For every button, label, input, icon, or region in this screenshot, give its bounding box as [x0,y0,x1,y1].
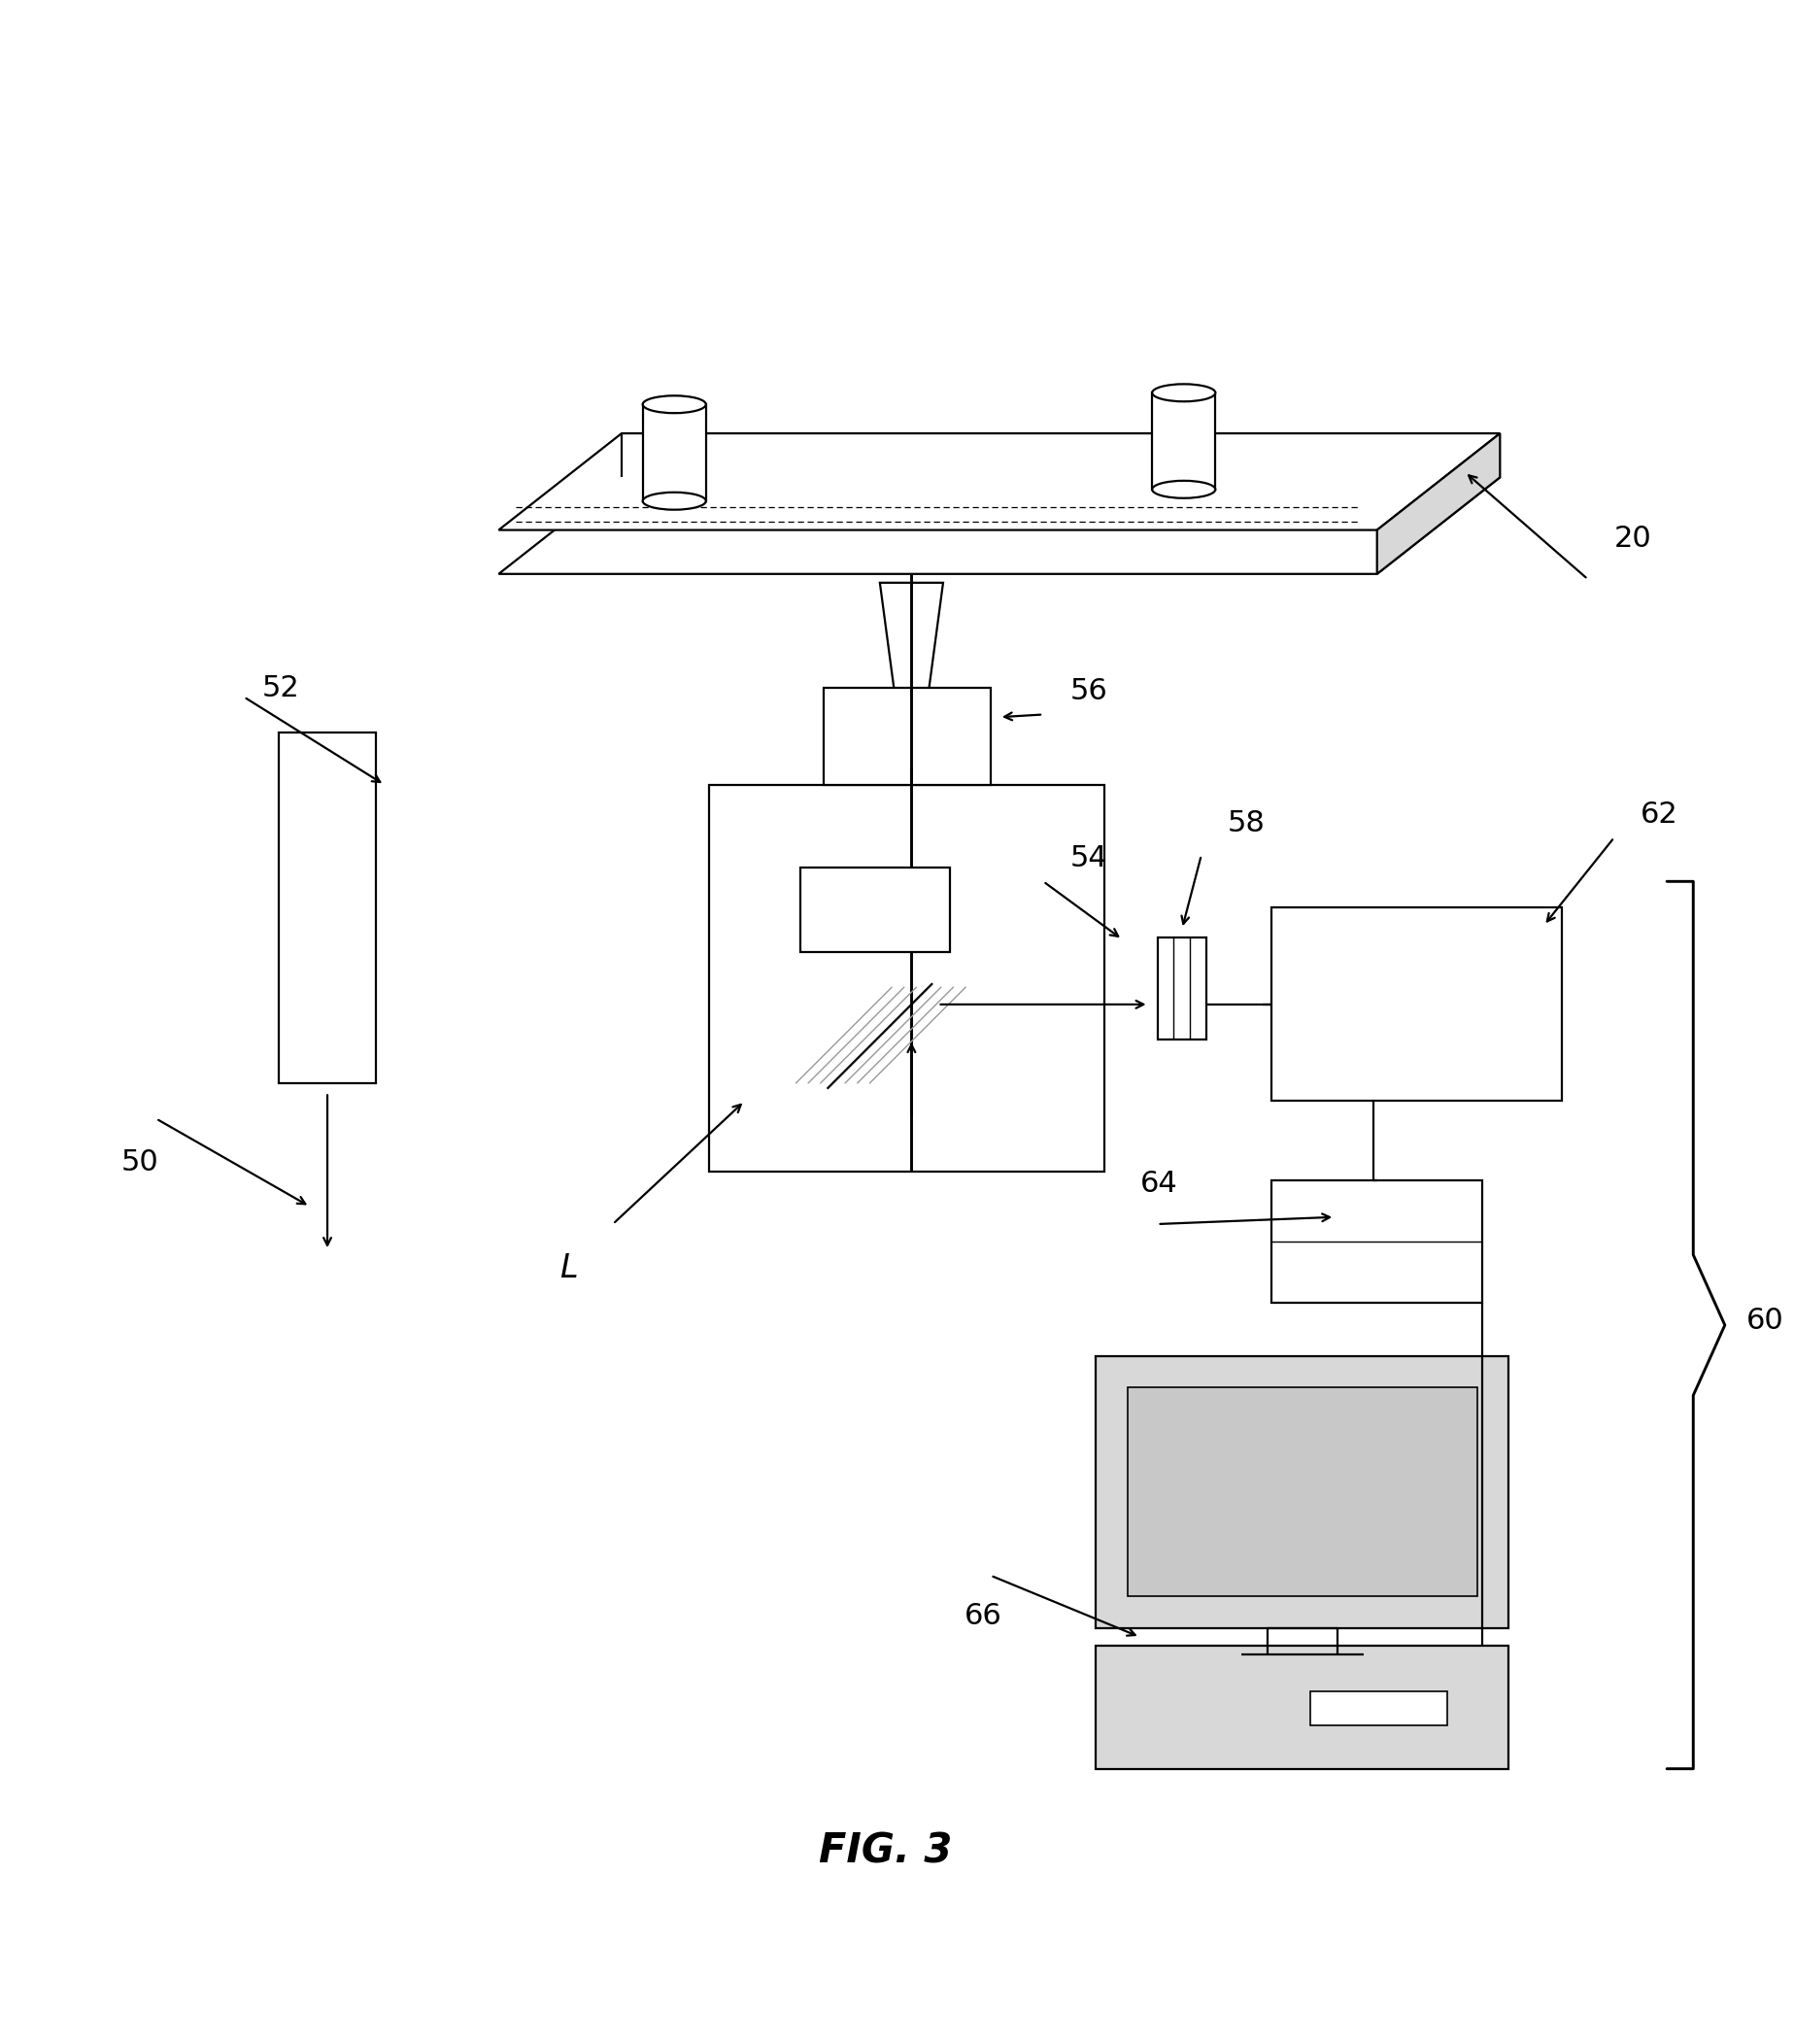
Bar [709,785,1105,1171]
Polygon shape [499,433,1500,529]
Text: 50: 50 [120,1149,158,1177]
Bar [1311,1690,1448,1725]
Bar [1096,1645,1509,1768]
Text: FIG. 3: FIG. 3 [818,1831,953,1872]
Text: 52: 52 [262,675,300,703]
Bar [280,732,375,1083]
Bar [1152,392,1215,489]
Text: 20: 20 [1615,525,1652,552]
Polygon shape [499,478,1500,574]
Bar [1128,1388,1476,1596]
Bar [642,405,707,501]
Polygon shape [879,583,944,689]
Text: 60: 60 [1746,1306,1783,1335]
Ellipse shape [642,397,707,413]
Text: 58: 58 [1227,809,1265,838]
Text: 66: 66 [963,1602,1001,1629]
Bar [1272,1179,1482,1304]
Text: 64: 64 [1139,1169,1177,1198]
Bar [1272,908,1561,1102]
Polygon shape [1378,433,1500,574]
Text: 62: 62 [1640,801,1677,828]
Bar [823,689,990,785]
Ellipse shape [1152,384,1215,401]
Bar [1157,938,1207,1040]
Text: L: L [560,1253,578,1284]
Ellipse shape [1152,480,1215,499]
Text: 54: 54 [1069,844,1107,873]
Bar [800,867,951,953]
Ellipse shape [642,493,707,509]
Text: 56: 56 [1069,677,1107,705]
Bar [1096,1355,1509,1629]
